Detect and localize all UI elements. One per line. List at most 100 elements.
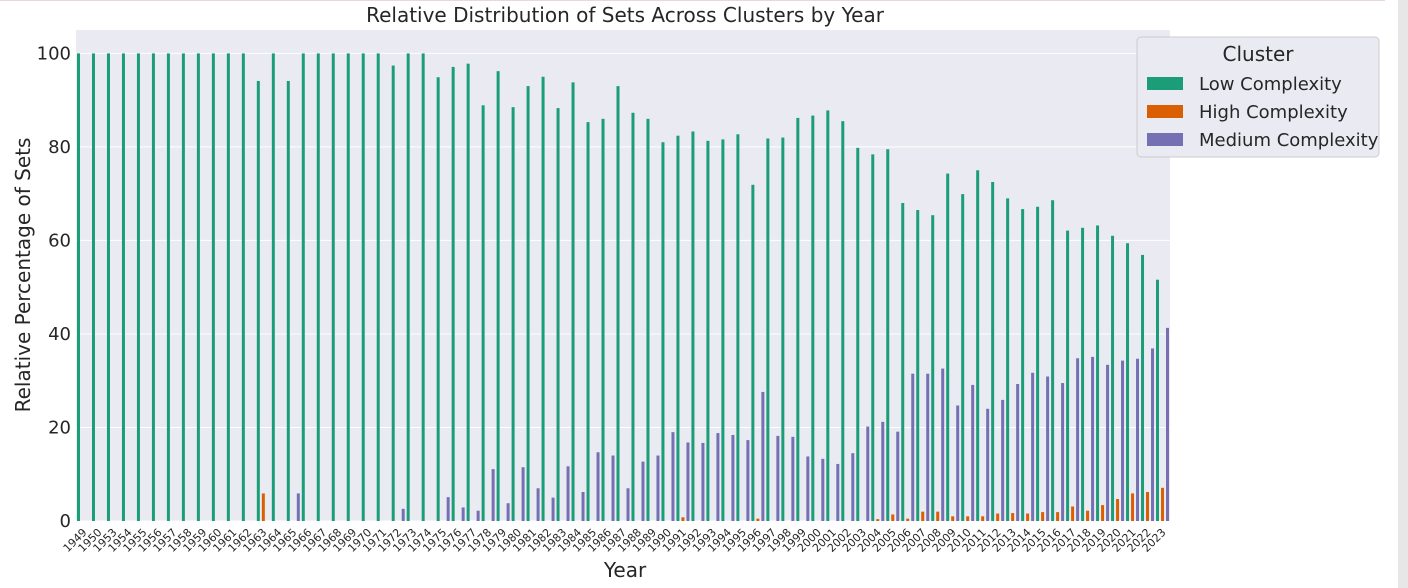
bar-low-complexity bbox=[121, 53, 125, 521]
bar-low-complexity bbox=[451, 66, 455, 522]
bar-low-complexity bbox=[571, 82, 575, 521]
bar-high-complexity bbox=[951, 516, 955, 521]
bar-medium-complexity bbox=[746, 440, 750, 521]
bar-low-complexity bbox=[1096, 225, 1100, 521]
bar-medium-complexity bbox=[626, 488, 630, 521]
x-ticks: 1949195019531954195519561957195819591960… bbox=[61, 526, 1169, 555]
y-tick-label: 100 bbox=[37, 43, 71, 64]
bar-low-complexity bbox=[796, 117, 800, 521]
bar-low-complexity bbox=[661, 142, 665, 521]
bar-low-complexity bbox=[856, 147, 860, 521]
y-tick-label: 20 bbox=[48, 417, 71, 438]
vertical-scrollbar[interactable] bbox=[1398, 0, 1408, 588]
bar-medium-complexity bbox=[1031, 372, 1035, 521]
bar-medium-complexity bbox=[1166, 327, 1170, 521]
bar-low-complexity bbox=[556, 108, 560, 522]
bar-medium-complexity bbox=[821, 458, 825, 521]
bar-medium-complexity bbox=[476, 510, 480, 521]
bar-medium-complexity bbox=[1136, 358, 1140, 521]
bar-high-complexity bbox=[891, 514, 895, 521]
bar-low-complexity bbox=[406, 53, 410, 521]
bar-medium-complexity bbox=[776, 435, 780, 521]
bar-low-complexity bbox=[511, 107, 515, 522]
bar-medium-complexity bbox=[1001, 399, 1005, 521]
bar-high-complexity bbox=[1056, 512, 1060, 521]
chart-title: Relative Distribution of Sets Across Clu… bbox=[366, 3, 885, 27]
bar-low-complexity bbox=[991, 181, 995, 521]
bar-medium-complexity bbox=[866, 426, 870, 521]
bar-medium-complexity bbox=[701, 442, 705, 521]
bar-low-complexity bbox=[781, 137, 785, 522]
bar-high-complexity bbox=[906, 518, 910, 521]
bar-low-complexity bbox=[106, 53, 110, 521]
y-tick-label: 80 bbox=[48, 137, 71, 158]
bar-low-complexity bbox=[421, 53, 425, 521]
bar-low-complexity bbox=[331, 53, 335, 521]
plot-area bbox=[76, 30, 1170, 521]
bar-low-complexity bbox=[1006, 198, 1010, 522]
bar-low-complexity bbox=[736, 134, 740, 521]
bar-low-complexity bbox=[706, 140, 710, 521]
bar-low-complexity bbox=[1111, 235, 1115, 521]
bar-low-complexity bbox=[916, 210, 920, 522]
bar-low-complexity bbox=[226, 53, 230, 521]
bar-low-complexity bbox=[751, 184, 755, 521]
bar-low-complexity bbox=[976, 170, 980, 522]
y-axis-title: Relative Percentage of Sets bbox=[11, 138, 35, 413]
bar-low-complexity bbox=[1081, 227, 1085, 521]
bar-medium-complexity bbox=[566, 466, 570, 521]
bar-medium-complexity bbox=[521, 467, 525, 521]
bar-medium-complexity bbox=[671, 432, 675, 521]
bar-low-complexity bbox=[721, 139, 725, 521]
bar-low-complexity bbox=[466, 63, 470, 521]
bar-medium-complexity bbox=[446, 497, 450, 521]
bar-low-complexity bbox=[151, 53, 155, 521]
bar-low-complexity bbox=[616, 86, 620, 521]
bar-medium-complexity bbox=[1076, 358, 1080, 521]
bar-low-complexity bbox=[376, 53, 380, 521]
bar-high-complexity bbox=[936, 511, 940, 521]
bar-low-complexity bbox=[256, 80, 260, 522]
bar-medium-complexity bbox=[716, 433, 720, 521]
bar-low-complexity bbox=[541, 76, 545, 521]
bar-low-complexity bbox=[871, 154, 875, 522]
y-tick-label: 60 bbox=[48, 230, 71, 251]
bar-medium-complexity bbox=[941, 368, 945, 521]
y-ticks: 0 20 40 60 80 100 bbox=[37, 43, 71, 532]
bar-high-complexity bbox=[921, 511, 925, 521]
bar-low-complexity bbox=[481, 105, 485, 521]
bar-high-complexity bbox=[681, 517, 685, 521]
bar-medium-complexity bbox=[971, 384, 975, 521]
bar-high-complexity bbox=[981, 516, 985, 521]
y-tick-label: 40 bbox=[48, 324, 71, 345]
bar-high-complexity bbox=[1071, 506, 1075, 521]
bar-low-complexity bbox=[961, 194, 965, 522]
x-axis-title: Year bbox=[603, 558, 647, 582]
legend-label: High Complexity bbox=[1199, 102, 1348, 123]
bar-high-complexity bbox=[1041, 512, 1045, 521]
legend-label: Medium Complexity bbox=[1199, 130, 1379, 151]
legend: Cluster Low Complexity High Complexity Med… bbox=[1136, 36, 1380, 158]
bar-medium-complexity bbox=[686, 442, 690, 521]
bar-low-complexity bbox=[241, 53, 245, 521]
bar-low-complexity bbox=[676, 135, 680, 522]
bar-low-complexity bbox=[826, 110, 830, 521]
bar-high-complexity bbox=[1011, 513, 1015, 521]
bar-low-complexity bbox=[601, 118, 605, 521]
legend-swatch bbox=[1147, 105, 1183, 118]
bar-medium-complexity bbox=[536, 488, 540, 521]
bar-medium-complexity bbox=[881, 421, 885, 521]
bar-low-complexity bbox=[766, 138, 770, 522]
bar-low-complexity bbox=[316, 53, 320, 521]
bar-medium-complexity bbox=[581, 492, 585, 521]
bar-high-complexity bbox=[1101, 505, 1105, 521]
bars bbox=[76, 53, 1170, 522]
legend-title: Cluster bbox=[1223, 42, 1295, 66]
bar-low-complexity bbox=[1126, 243, 1130, 521]
legend-swatch bbox=[1147, 133, 1183, 146]
bar-low-complexity bbox=[1141, 254, 1145, 522]
bar-medium-complexity bbox=[851, 453, 855, 521]
bar-low-complexity bbox=[496, 71, 500, 521]
bar-medium-complexity bbox=[641, 461, 645, 521]
